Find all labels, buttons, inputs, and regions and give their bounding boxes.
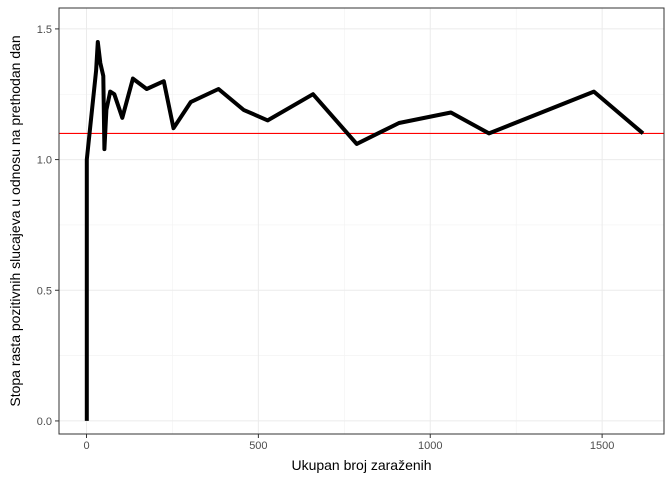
y-tick-label: 1.5: [37, 24, 52, 36]
y-tick-label: 1.0: [37, 155, 52, 167]
x-tick-label: 500: [249, 440, 267, 452]
series-line: [84, 40, 645, 421]
y-tick-label: 0.0: [37, 416, 52, 428]
panel-border: [58, 7, 665, 435]
y-tick-label: 0.5: [37, 285, 52, 297]
x-tick-label: 1500: [590, 440, 614, 452]
x-tick-label: 1000: [418, 440, 442, 452]
grid-lines: [59, 8, 664, 434]
x-axis-title: Ukupan broj zaraženih: [291, 457, 431, 473]
x-tick-label: 0: [83, 440, 89, 452]
axis-ticks: 0 500 1000 1500 0.0 0.5 1.0 1.5: [37, 24, 615, 452]
y-axis-title: Stopa rasta pozitivnih slucajeva u odnos…: [7, 35, 23, 406]
series-group: [84, 40, 645, 421]
